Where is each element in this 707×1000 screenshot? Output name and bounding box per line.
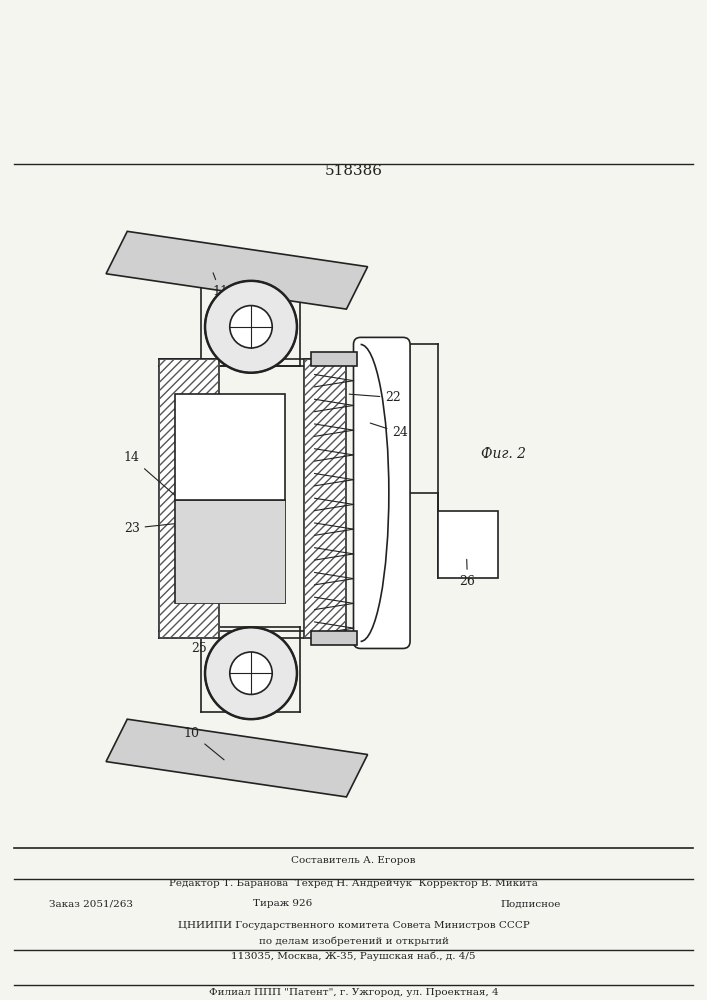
FancyBboxPatch shape <box>354 337 410 648</box>
Text: Заказ 2051/263: Заказ 2051/263 <box>49 899 134 908</box>
Text: 23: 23 <box>124 522 195 535</box>
Bar <box>159 359 219 638</box>
Text: по делам изобретений и открытий: по делам изобретений и открытий <box>259 936 448 946</box>
Text: 25: 25 <box>191 642 248 665</box>
Text: Редактор Т. Баранова  Техред Н. Андрейчук  Корректор В. Микита: Редактор Т. Баранова Техред Н. Андрейчук… <box>169 879 538 888</box>
Bar <box>311 631 357 645</box>
Bar <box>304 359 346 638</box>
Text: 10: 10 <box>184 727 224 760</box>
Text: Подписное: Подписное <box>500 899 561 908</box>
Circle shape <box>205 627 297 719</box>
Circle shape <box>230 306 272 348</box>
Bar <box>438 511 498 578</box>
Text: 22: 22 <box>349 391 401 404</box>
Bar <box>175 394 285 603</box>
Bar <box>175 500 285 603</box>
Text: 11: 11 <box>212 273 228 298</box>
Polygon shape <box>106 231 368 309</box>
Bar <box>159 359 219 638</box>
Text: Филиал ППП "Патент", г. Ужгород, ул. Проектная, 4: Филиал ППП "Патент", г. Ужгород, ул. Про… <box>209 988 498 997</box>
Bar <box>311 352 357 366</box>
Circle shape <box>230 652 272 694</box>
Text: Тираж 926: Тираж 926 <box>253 899 312 908</box>
Text: 14: 14 <box>124 451 178 498</box>
Bar <box>304 359 346 638</box>
Polygon shape <box>106 719 368 797</box>
Text: 26: 26 <box>460 559 475 588</box>
Text: 518386: 518386 <box>325 164 382 178</box>
Text: 113035, Москва, Ж-35, Раушская наб., д. 4/5: 113035, Москва, Ж-35, Раушская наб., д. … <box>231 952 476 961</box>
Text: ЦНИИПИ Государственного комитета Совета Министров СССР: ЦНИИПИ Государственного комитета Совета … <box>177 921 530 930</box>
Text: Фиг. 2: Фиг. 2 <box>481 447 526 461</box>
Text: Составитель А. Егоров: Составитель А. Егоров <box>291 856 416 865</box>
Text: 24: 24 <box>370 423 408 439</box>
Circle shape <box>205 281 297 373</box>
